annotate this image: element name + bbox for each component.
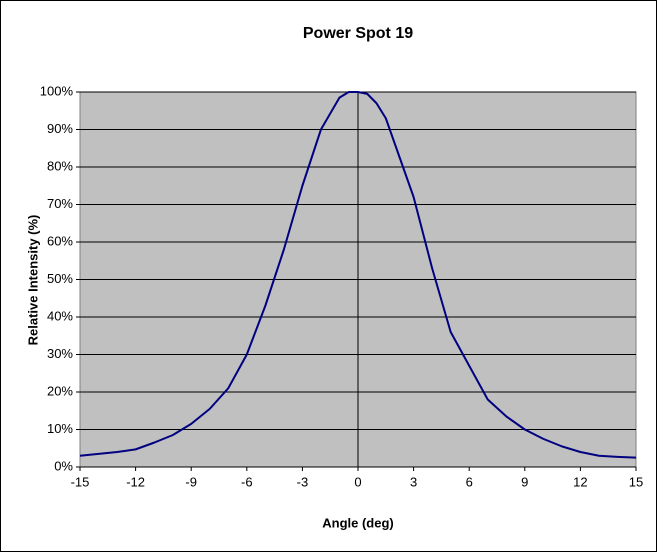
y-tick-label: 0% xyxy=(54,458,73,473)
x-tick-label: 0 xyxy=(354,474,361,489)
y-tick-label: 60% xyxy=(47,233,73,248)
x-axis-title: Angle (deg) xyxy=(322,515,394,530)
y-tick-label: 80% xyxy=(47,158,73,173)
x-tick-label: -3 xyxy=(297,474,309,489)
data-line xyxy=(79,91,637,459)
x-tick-label: 15 xyxy=(629,474,643,489)
y-axis-title: Relative Intensity (%) xyxy=(25,215,40,346)
y-tick-label: 30% xyxy=(47,346,73,361)
x-tick-label: -12 xyxy=(126,474,145,489)
x-tick-label: -9 xyxy=(185,474,197,489)
y-tick-label: 40% xyxy=(47,308,73,323)
x-tick-label: -6 xyxy=(241,474,253,489)
x-tick-label: 9 xyxy=(521,474,528,489)
y-tick-label: 50% xyxy=(47,271,73,286)
x-tick-label: -15 xyxy=(71,474,90,489)
y-tick-label: 10% xyxy=(47,421,73,436)
y-tick-label: 20% xyxy=(47,383,73,398)
x-tick-label: 12 xyxy=(573,474,587,489)
x-tick-label: 6 xyxy=(466,474,473,489)
y-tick-label: 100% xyxy=(40,83,74,98)
x-tick-label: 3 xyxy=(410,474,417,489)
y-tick-label: 70% xyxy=(47,196,73,211)
chart-title: Power Spot 19 xyxy=(303,25,413,42)
y-tick-label: 90% xyxy=(47,121,73,136)
